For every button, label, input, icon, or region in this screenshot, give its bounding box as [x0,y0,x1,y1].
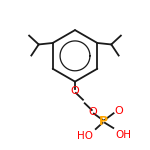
Text: O: O [88,107,97,117]
Text: OH: OH [116,130,132,140]
Text: HO: HO [77,131,93,141]
Text: P: P [99,115,108,128]
Text: O: O [71,86,79,96]
Text: O: O [115,106,123,116]
